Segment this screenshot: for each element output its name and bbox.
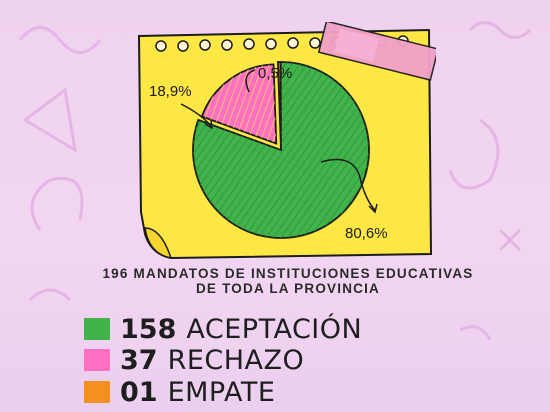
pct-label-rechazo: 18,9%: [149, 83, 192, 100]
legend-row-rechazo: 37 RECHAZO: [84, 344, 305, 376]
arrow-empate: [245, 69, 256, 93]
legend-row-empate: 01 EMPATE: [84, 376, 276, 408]
legend-title: 196 MANDATOS DE INSTITUCIONES EDUCATIVAS…: [102, 266, 474, 296]
legend-label-rechazo: RECHAZO: [167, 344, 305, 376]
legend-label-aceptacion: ACEPTACIÓN: [186, 313, 363, 345]
sticky-note: 18,9% 0,5% 80,6%: [137, 22, 436, 260]
legend-swatch-aceptacion: [84, 318, 110, 340]
tape: [317, 22, 436, 81]
legend-swatch-empate: [84, 381, 110, 403]
legend-count-rechazo: 37: [120, 344, 158, 376]
slice-rechazo-texture: [201, 64, 277, 144]
slice-aceptacion-texture: [193, 62, 369, 238]
legend-row-aceptacion: 158 ACEPTACIÓN: [84, 313, 363, 345]
legend-swatch-rechazo: [84, 349, 110, 371]
pct-label-aceptacion: 80,6%: [345, 225, 388, 242]
pct-label-empate: 0,5%: [258, 65, 292, 82]
note-curl: [144, 227, 173, 259]
legend-label-empate: EMPATE: [167, 376, 276, 408]
arrow-rechazo: [180, 103, 212, 127]
legend-count-empate: 01: [120, 376, 158, 408]
legend-count-aceptacion: 158: [120, 313, 177, 345]
arrow-aceptacion: [320, 158, 376, 211]
pie-chart: [192, 61, 370, 239]
